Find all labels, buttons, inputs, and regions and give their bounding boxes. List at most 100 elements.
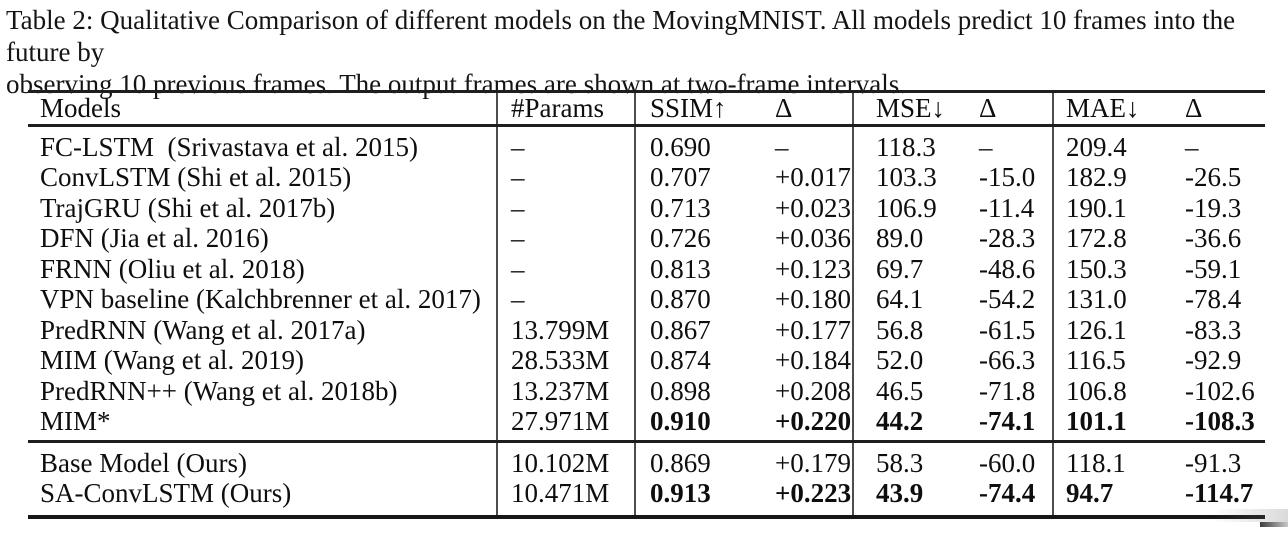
cell-ssim-delta: – [775,131,789,162]
cell-mae: 126.1 [1052,314,1183,345]
cell-params: – [496,125,635,162]
col-header-mse: MSE↓ [852,91,977,127]
cell-mse: 52.0 [852,345,977,376]
cell-mae-delta: -59.1 [1185,253,1242,284]
cell-params: – [496,223,635,254]
cell-params: 10.471M [496,478,635,517]
col-header-ssim: SSIM↑ [634,91,773,127]
cell-mse: 56.8 [852,314,977,345]
cell-mae: 131.0 [1052,284,1183,315]
cell-ssim-delta: +0.223 [775,478,852,508]
cell-mae: 118.1 [1052,441,1183,478]
cell-mse: 46.5 [852,375,977,406]
cell-ssim-delta: +0.184 [775,345,851,375]
table-row: FC-LSTM (Srivastava et al. 2015) –0.690–1… [28,125,1265,162]
cell-mae-delta: -91.3 [1185,447,1242,478]
table-row: PredRNN (Wang et al. 2017a) 13.799M 0.867 +… [28,314,1265,345]
col-header-mse-delta: Δ [977,91,1053,127]
col-header-mae-delta: Δ [1183,91,1265,127]
table-body-baselines: FC-LSTM (Srivastava et al. 2015) –0.690–1… [28,125,1265,441]
cell-mse-delta: -60.0 [979,447,1036,478]
cell-ssim: 0.898 [634,375,773,406]
cell-mae-delta: -26.5 [1185,162,1242,192]
cell-mae-delta: -78.4 [1185,284,1242,314]
cell-model: Base Model (Ours) [40,447,247,478]
cell-mae-delta: -36.6 [1185,223,1242,253]
cell-params: – [496,192,635,223]
cell-ssim-delta: +0.023 [775,192,851,223]
cell-mae-delta: -19.3 [1185,192,1242,223]
cell-params: – [496,162,635,193]
col-header-ssim-delta: Δ [773,91,853,127]
cell-mae: 182.9 [1052,162,1183,193]
cell-mae: 150.3 [1052,253,1183,284]
cell-mae: 94.7 [1052,478,1183,517]
cell-ssim-delta: +0.017 [775,162,851,192]
cell-ssim: 0.707 [634,162,773,193]
cell-params: 28.533M [496,345,635,376]
rule-tail-artifact [1260,522,1288,527]
cell-mae: 106.8 [1052,375,1183,406]
table-row: VPN baseline (Kalchbrenner et al. 2017) –… [28,284,1265,315]
cell-ssim: 0.726 [634,223,773,254]
cell-mse: 69.7 [852,253,977,284]
cell-ssim-delta: +0.036 [775,223,851,253]
cell-model: FC-LSTM (Srivastava et al. 2015) [40,131,418,162]
cell-mse-delta: -66.3 [979,345,1036,375]
cell-mae: 116.5 [1052,345,1183,376]
table-row: Base Model (Ours) 10.102M 0.869 +0.179 58.3-… [28,441,1265,478]
cell-model: VPN baseline (Kalchbrenner et al. 2017) [40,284,481,314]
table-header: Models #Params SSIM↑ Δ MSE↓ Δ MAE↓ Δ [28,91,1265,127]
cell-model: PredRNN++ (Wang et al. 2018b) [40,375,398,406]
cell-model: ConvLSTM (Shi et al. 2015) [40,162,352,192]
cell-mse-delta: -71.8 [979,375,1036,406]
cell-params: 10.102M [496,441,635,478]
header-row: Models #Params SSIM↑ Δ MSE↓ Δ MAE↓ Δ [28,91,1265,127]
cell-mse: 118.3 [852,125,977,162]
cell-model: FRNN (Oliu et al. 2018) [40,253,305,284]
cell-mse: 58.3 [852,441,977,478]
cell-ssim: 0.910 [634,406,773,441]
cell-ssim: 0.913 [634,478,773,517]
cell-ssim-delta: +0.179 [775,447,851,478]
cell-mse: 44.2 [852,406,977,441]
cell-ssim: 0.713 [634,192,773,223]
cell-ssim: 0.870 [634,284,773,315]
table-row: ConvLSTM (Shi et al. 2015) –0.707 +0.017 10… [28,162,1265,193]
col-header-models: Models [28,91,497,127]
table-body-ours: Base Model (Ours) 10.102M 0.869 +0.179 58.3-… [28,441,1265,517]
cell-mse: 106.9 [852,192,977,223]
cell-ssim: 0.813 [634,253,773,284]
table-row: FRNN (Oliu et al. 2018) –0.813 +0.123 69.7-… [28,253,1265,284]
cell-mse: 89.0 [852,223,977,254]
cell-mae: 190.1 [1052,192,1183,223]
cell-params: 13.237M [496,375,635,406]
cell-params: 27.971M [496,406,635,441]
cell-ssim: 0.690 [634,125,773,162]
cell-mae-delta: -102.6 [1185,375,1255,406]
cell-model: DFN (Jia et al. 2016) [40,223,269,253]
cell-mse-delta: -15.0 [979,162,1036,192]
cell-params: – [496,284,635,315]
cell-mse-delta: -61.5 [979,314,1036,345]
cell-model: MIM* [40,406,111,436]
cell-mse: 43.9 [852,478,977,517]
cell-mse-delta: -48.6 [979,253,1036,284]
cell-mse-delta: – [979,131,993,162]
cell-ssim-delta: +0.123 [775,253,851,284]
cell-mae-delta: -83.3 [1185,314,1242,345]
cell-mse-delta: -74.4 [979,478,1036,508]
table-row: PredRNN++ (Wang et al. 2018b) 13.237M 0.89… [28,375,1265,406]
cell-mae-delta: -114.7 [1185,478,1254,508]
cell-mse-delta: -11.4 [979,192,1035,223]
col-header-mae: MAE↓ [1052,91,1183,127]
table-caption: Table 2: Qualitative Comparison of diffe… [6,4,1284,100]
cell-params: 13.799M [496,314,635,345]
cell-params: – [496,253,635,284]
cell-model: SA-ConvLSTM (Ours) [40,478,292,508]
cell-mae-delta: -92.9 [1185,345,1242,375]
table-row: MIM (Wang et al. 2019) 28.533M 0.874 +0.184… [28,345,1265,376]
results-table: Models #Params SSIM↑ Δ MSE↓ Δ MAE↓ Δ FC-… [28,90,1265,519]
caption-line-1: Table 2: Qualitative Comparison of diffe… [6,5,1236,67]
cell-model: TrajGRU (Shi et al. 2017b) [40,192,336,223]
